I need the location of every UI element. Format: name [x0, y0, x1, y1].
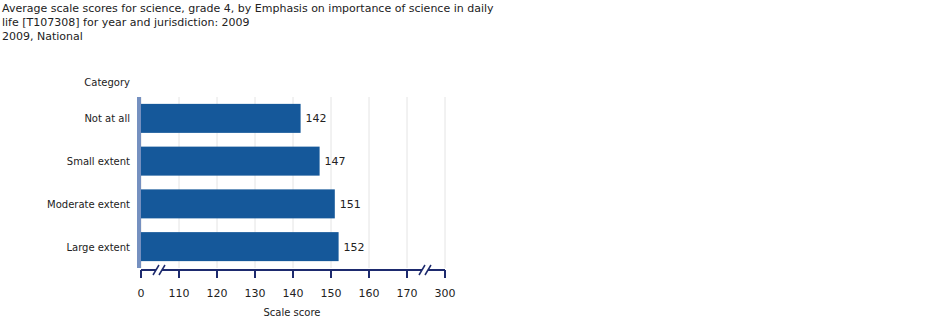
bar: [141, 104, 301, 133]
tick-label: 300: [435, 287, 456, 300]
grid-line: [445, 97, 446, 268]
data-label: 147: [325, 155, 346, 168]
y-axis-label: Category: [84, 77, 130, 88]
x-axis-label: Scale score: [264, 307, 321, 318]
tick: [406, 270, 408, 278]
grid-line: [369, 97, 370, 268]
data-label: 151: [340, 198, 361, 211]
bars: [141, 104, 339, 261]
data-label: 142: [306, 112, 327, 125]
grid-line: [407, 97, 408, 268]
category-label: Large extent: [66, 242, 130, 253]
tick-label: 0: [138, 287, 145, 300]
axis-break: [419, 265, 425, 275]
tick-label: 140: [283, 287, 304, 300]
bar: [141, 232, 339, 261]
tick-label: 170: [397, 287, 418, 300]
tick: [254, 270, 256, 278]
bar: [141, 189, 335, 218]
tick: [330, 270, 332, 278]
tick: [178, 270, 180, 278]
bar: [141, 147, 320, 176]
axis-break: [153, 265, 159, 275]
tick-label: 120: [207, 287, 228, 300]
category-label: Small extent: [67, 156, 130, 167]
category-label: Moderate extent: [47, 199, 130, 210]
tick: [368, 270, 370, 278]
tick: [444, 270, 446, 278]
x-axis: [428, 269, 445, 271]
x-axis: [141, 269, 156, 271]
data-label: 152: [344, 241, 365, 254]
y-axis: [137, 97, 141, 268]
tick-label: 160: [359, 287, 380, 300]
subtitle: 2009, National: [2, 30, 83, 44]
tick: [140, 270, 142, 278]
title: Average scale scores for science, grade …: [2, 2, 502, 30]
category-label: Not at all: [84, 113, 130, 124]
tick-label: 130: [245, 287, 266, 300]
chart: 142 Not at all 147 Small extent 151 Moderate …: [0, 0, 940, 334]
tick-label: 110: [169, 287, 190, 300]
tick: [292, 270, 294, 278]
tick-label: 150: [321, 287, 342, 300]
tick: [216, 270, 218, 278]
